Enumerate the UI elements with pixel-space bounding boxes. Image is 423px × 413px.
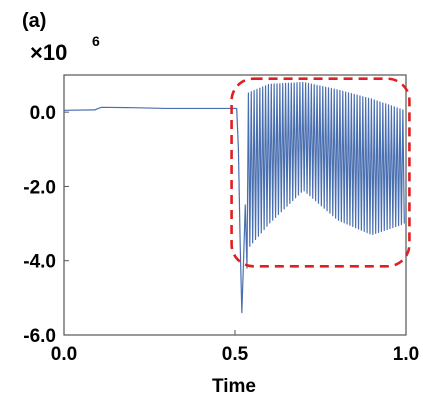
- x-tick-label: 0.0: [51, 344, 77, 365]
- scale-multiplier: ×10: [30, 40, 67, 65]
- annotation-layer: [230, 77, 411, 268]
- y-axis-ticks: 0.0 -2.0 -4.0 -6.0: [23, 103, 69, 347]
- panel-label: (a): [22, 10, 46, 32]
- y-tick-label: -2.0: [23, 177, 56, 198]
- x-axis-title: Time: [212, 376, 256, 397]
- x-axis-ticks: 0.0 0.5 1.0: [51, 330, 419, 365]
- x-tick-label: 0.5: [222, 344, 249, 365]
- series-line: [63, 81, 405, 314]
- y-tick-label: -4.0: [23, 252, 56, 273]
- series-layer: [63, 81, 405, 314]
- scale-exponent: 6: [92, 33, 100, 49]
- highlight-region: [230, 77, 411, 268]
- y-tick-label: -6.0: [23, 326, 56, 347]
- y-tick-label: 0.0: [30, 103, 56, 124]
- x-tick-label: 1.0: [393, 344, 419, 365]
